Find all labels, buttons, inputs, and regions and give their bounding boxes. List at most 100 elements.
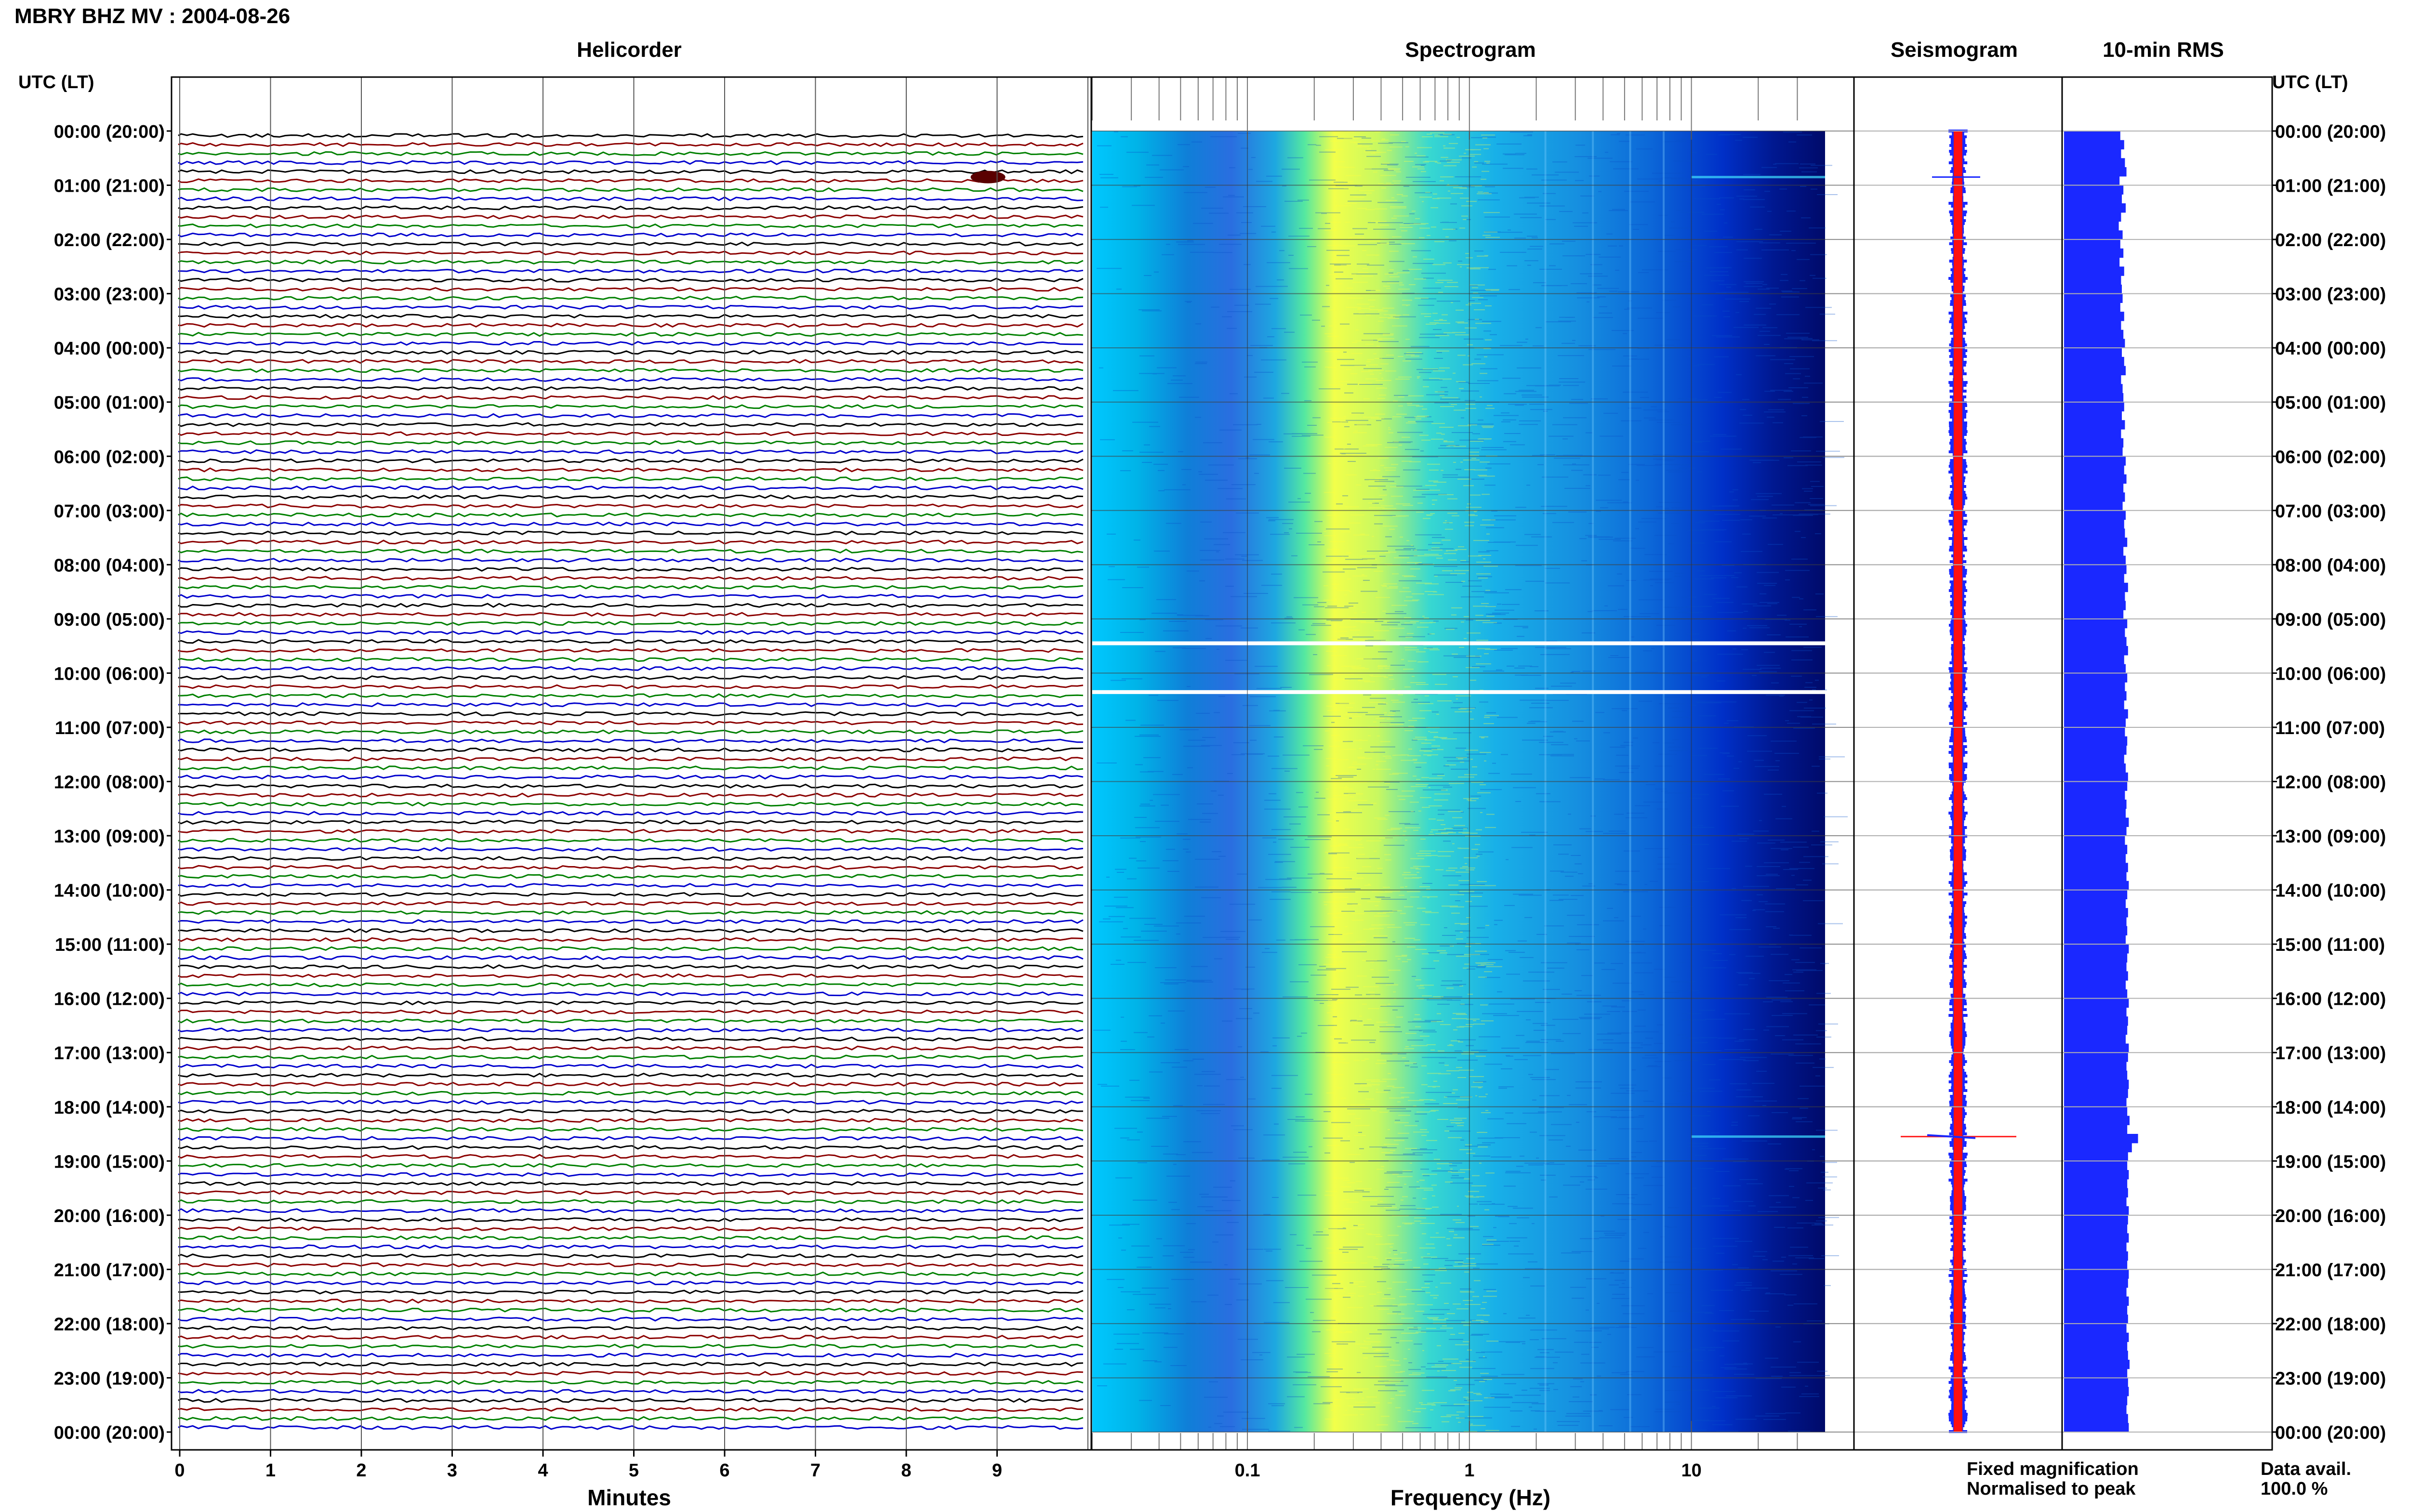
rms-bar bbox=[2064, 339, 2125, 348]
rms-bar bbox=[2064, 194, 2122, 204]
helicorder-trace bbox=[178, 548, 1084, 554]
helicorder-trace bbox=[178, 792, 1084, 798]
helicorder-xlabel: Minutes bbox=[587, 1485, 671, 1510]
hour-label-left: 12:00 (08:00) bbox=[54, 773, 165, 793]
hour-label-right: 00:00 (20:00) bbox=[2275, 1423, 2386, 1443]
rms-bar bbox=[2064, 691, 2127, 701]
helicorder-trace bbox=[178, 296, 1084, 301]
hour-label-right: 16:00 (12:00) bbox=[2275, 989, 2386, 1010]
rms-bar bbox=[2064, 953, 2128, 963]
helicorder-trace bbox=[178, 666, 1084, 671]
hour-label-left: 11:00 (07:00) bbox=[55, 718, 165, 738]
hour-label-left: 00:00 (20:00) bbox=[54, 122, 165, 142]
legend-fixed-magnification: Fixed magnification bbox=[1967, 1459, 2139, 1479]
rms-bar bbox=[2064, 203, 2126, 213]
helicorder-trace bbox=[178, 341, 1084, 346]
helicorder-trace bbox=[178, 802, 1084, 807]
rms-bar bbox=[2064, 1215, 2128, 1225]
helicorder-trace bbox=[178, 576, 1084, 581]
rms-bar bbox=[2064, 854, 2126, 863]
helicorder-trace bbox=[178, 648, 1084, 653]
hour-label-left: 06:00 (02:00) bbox=[54, 447, 165, 467]
rms-bar bbox=[2064, 447, 2123, 457]
hour-label-right: 17:00 (13:00) bbox=[2275, 1043, 2386, 1064]
rms-bar bbox=[2064, 1007, 2127, 1017]
rms-bar bbox=[2064, 356, 2124, 367]
helicorder-trace bbox=[178, 133, 1084, 138]
helicorder-trace bbox=[178, 350, 1084, 355]
rms-bar bbox=[2064, 293, 2123, 303]
helicorder-trace bbox=[178, 693, 1084, 698]
rms-bar bbox=[2064, 438, 2124, 448]
rms-bar bbox=[2064, 276, 2121, 285]
rms-bar bbox=[2064, 763, 2126, 773]
rms-bar bbox=[2064, 745, 2127, 755]
data-availability-value: 100.0 % bbox=[2261, 1479, 2328, 1499]
helicorder-trace bbox=[178, 440, 1084, 446]
rms-bar bbox=[2064, 149, 2121, 158]
rms-bar bbox=[2064, 221, 2119, 231]
rms-bar bbox=[2064, 1242, 2127, 1252]
minute-tick-label: 8 bbox=[901, 1460, 911, 1481]
panel-frame bbox=[2061, 76, 2273, 1451]
hour-label-right: 09:00 (05:00) bbox=[2275, 610, 2386, 630]
rms-bar bbox=[2064, 1025, 2128, 1035]
rms-bar bbox=[2064, 366, 2126, 376]
rms-bar bbox=[2064, 1052, 2128, 1062]
hour-label-left: 04:00 (00:00) bbox=[54, 339, 165, 359]
helicorder-trace bbox=[178, 368, 1084, 373]
helicorder-trace bbox=[178, 982, 1084, 987]
helicorder-trace bbox=[178, 1109, 1084, 1114]
minute-tick-label: 9 bbox=[992, 1460, 1002, 1481]
helicorder-trace bbox=[178, 775, 1084, 780]
legend-normalised-to-peak: Normalised to peak bbox=[1967, 1479, 2136, 1499]
helicorder-trace bbox=[178, 395, 1084, 400]
rms-bar bbox=[2064, 1368, 2128, 1379]
rms-bar bbox=[2064, 592, 2125, 601]
rms-bar bbox=[2064, 1070, 2128, 1080]
hour-label-right: 00:00 (20:00) bbox=[2275, 122, 2386, 142]
hour-label-right: 14:00 (10:00) bbox=[2275, 881, 2386, 901]
helicorder-trace bbox=[178, 964, 1084, 970]
hour-label-right: 21:00 (17:00) bbox=[2275, 1260, 2386, 1280]
helicorder-trace bbox=[178, 639, 1084, 644]
helicorder-trace bbox=[178, 1199, 1084, 1204]
hour-label-right: 01:00 (21:00) bbox=[2275, 176, 2386, 197]
rms-bar bbox=[2064, 284, 2122, 294]
time-axis-label-right: UTC (LT) bbox=[2272, 72, 2348, 92]
helicorder-trace bbox=[178, 892, 1084, 897]
rms-bar bbox=[2064, 1296, 2129, 1306]
spectrogram-data-gap bbox=[1092, 690, 1825, 694]
rms-bar bbox=[2064, 1260, 2128, 1270]
rms-bar bbox=[2064, 863, 2128, 872]
helicorder-trace bbox=[178, 1380, 1084, 1385]
rms-bars bbox=[2064, 131, 2138, 1433]
rms-bar bbox=[2064, 185, 2124, 195]
helicorder-trace bbox=[178, 1253, 1084, 1259]
helicorder-trace bbox=[178, 196, 1084, 201]
frequency-tick-label: 1 bbox=[1464, 1460, 1474, 1481]
helicorder-trace bbox=[178, 142, 1084, 147]
helicorder-trace bbox=[178, 874, 1084, 879]
rms-bar bbox=[2064, 538, 2128, 547]
helicorder-trace bbox=[178, 1389, 1084, 1394]
hour-label-left: 14:00 (10:00) bbox=[54, 881, 165, 901]
rms-bar bbox=[2064, 844, 2128, 855]
helicorder-trace bbox=[178, 1154, 1084, 1159]
rms-bar bbox=[2064, 1161, 2128, 1170]
helicorder-trace bbox=[178, 1335, 1084, 1340]
helicorder-trace bbox=[178, 1226, 1084, 1232]
rms-bar bbox=[2064, 519, 2124, 529]
helicorder-trace bbox=[178, 566, 1084, 572]
helicorder-trace bbox=[178, 458, 1084, 463]
grid-lines bbox=[179, 77, 2272, 1450]
rms-bar bbox=[2064, 1359, 2130, 1369]
rms-bar bbox=[2064, 230, 2123, 240]
helicorder-trace bbox=[178, 304, 1084, 310]
helicorder-trace bbox=[178, 232, 1084, 237]
rms-bar bbox=[2064, 239, 2120, 249]
helicorder-trace bbox=[178, 593, 1084, 599]
helicorder-trace bbox=[178, 1009, 1084, 1014]
helicorder-trace bbox=[178, 1081, 1084, 1087]
rms-bar bbox=[2064, 1233, 2129, 1243]
